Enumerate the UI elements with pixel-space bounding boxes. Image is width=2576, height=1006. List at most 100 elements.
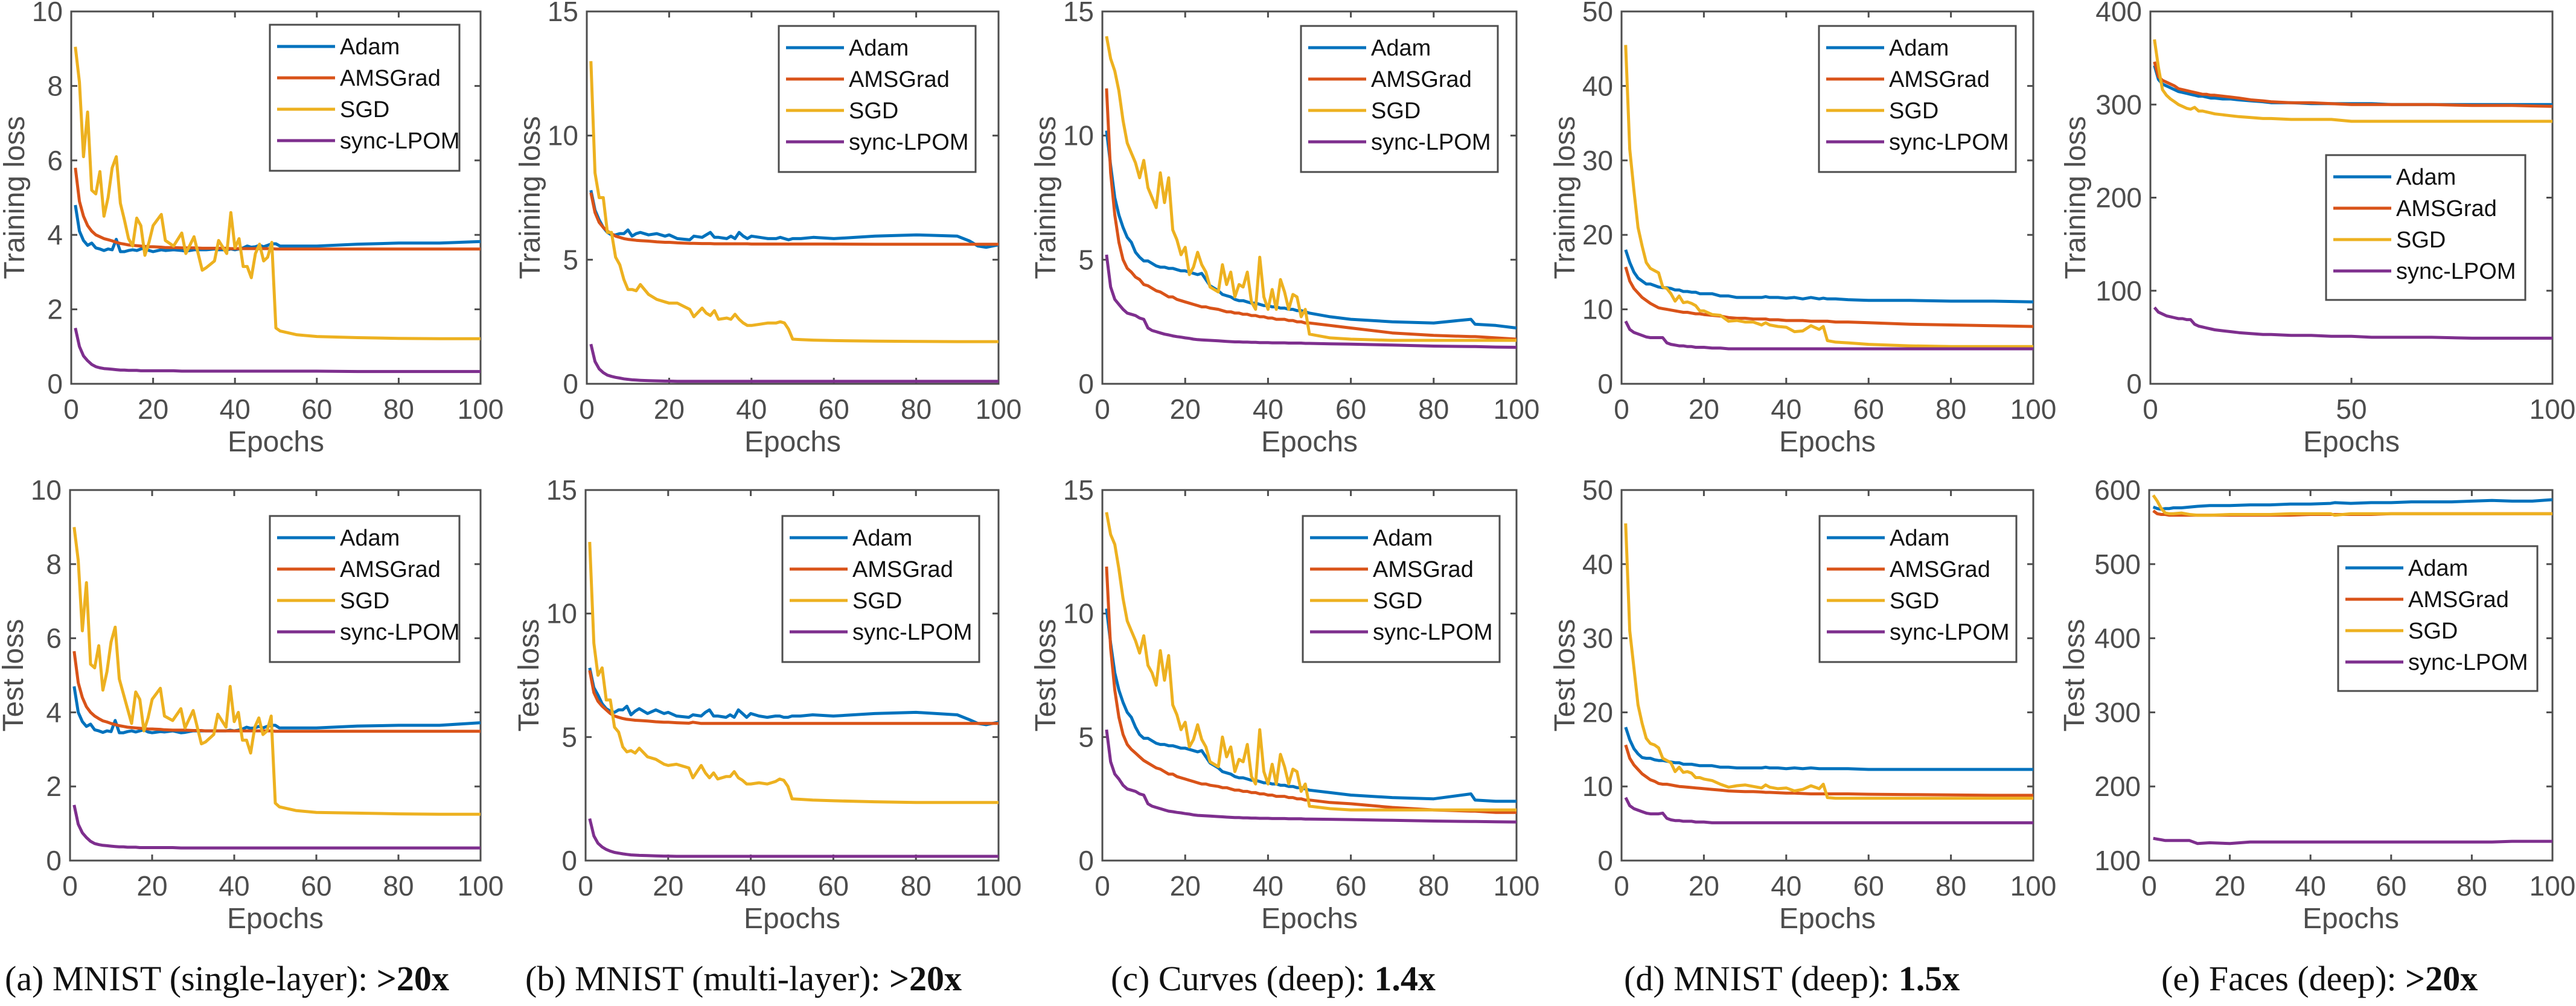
legend-label: Adam [1890, 526, 1949, 551]
y-axis-label: Training loss [2060, 116, 2092, 279]
x-tick-label: 40 [1771, 393, 1801, 425]
series-line-amsgrad [1105, 566, 1517, 814]
series-line-sgd [1105, 36, 1517, 342]
legend-label: Adam [2408, 556, 2468, 581]
legend-box [781, 515, 980, 663]
caption-e-text: (e) Faces (deep): [2161, 959, 2406, 998]
x-tick-label: 50 [2336, 393, 2367, 425]
legend-label: AMSGrad [1889, 67, 1990, 92]
series-line-sync-lpom [1105, 729, 1517, 824]
x-axis-label: Epochs [1261, 903, 1358, 935]
y-tick-label: 10 [32, 0, 63, 27]
y-tick-label: 8 [47, 70, 63, 101]
x-tick-label: 60 [818, 870, 849, 902]
legend: Adam AMSGrad SGD sync-LPOM [1302, 515, 1501, 663]
x-axis-label: Epochs [228, 426, 324, 458]
x-tick-label: 80 [1418, 870, 1449, 902]
y-tick-label: 15 [548, 0, 578, 27]
x-tick-label: 80 [2456, 870, 2487, 902]
legend-label: sync-LPOM [852, 620, 972, 645]
x-tick-label: 20 [2214, 870, 2245, 902]
y-axis-label: Test loss [1030, 619, 1062, 732]
legend-box [1818, 25, 2017, 173]
y-tick-label: 400 [2095, 0, 2142, 27]
caption-a-text: (a) MNIST (single-layer): [5, 959, 377, 998]
panel-c-train: 0 20 40 60 80 100 0 5 10 15 Epochs Training loss Ada… [1030, 0, 1539, 458]
series-line-sgd [1105, 512, 1517, 812]
y-tick-label: 5 [563, 244, 578, 275]
x-axis-label: Epochs [744, 426, 841, 458]
series-line-sgd [2152, 494, 2552, 517]
x-tick-label: 0 [1095, 393, 1110, 425]
legend-label: Adam [852, 526, 912, 551]
x-tick-label: 40 [735, 870, 766, 902]
legend-label: Adam [1889, 36, 1949, 61]
legend-label: sync-LPOM [1889, 130, 2009, 155]
legend-label: SGD [1889, 98, 1938, 124]
legend: Adam AMSGrad SGD sync-LPOM [781, 515, 980, 663]
x-tick-label: 20 [138, 393, 168, 425]
y-tick-label: 8 [46, 549, 62, 580]
legend-label: sync-LPOM [340, 129, 459, 154]
x-tick-label: 0 [2141, 870, 2157, 902]
y-tick-label: 10 [1582, 771, 1613, 802]
x-tick-label: 40 [736, 393, 767, 425]
series-line-sgd [588, 541, 999, 804]
y-tick-label: 600 [2094, 474, 2141, 506]
legend-label: Adam [340, 34, 400, 60]
panel-b-train: 0 20 40 60 80 100 0 5 10 15 Epochs Training loss Ada… [514, 0, 1021, 458]
y-axis-label: Test loss [0, 619, 30, 732]
legend-label: SGD [2396, 228, 2446, 253]
series-line-sgd [1624, 45, 2033, 348]
x-tick-label: 80 [901, 870, 932, 902]
x-tick-label: 100 [2530, 870, 2576, 902]
legend-label: SGD [852, 588, 902, 614]
legend-box [2325, 154, 2526, 301]
y-tick-label: 6 [47, 145, 63, 176]
y-tick-label: 300 [2095, 89, 2142, 120]
legend: Adam AMSGrad SGD sync-LPOM [1818, 515, 2018, 663]
series-line-amsgrad [1624, 266, 2034, 328]
x-tick-label: 60 [1853, 393, 1884, 425]
legend-label: sync-LPOM [1890, 620, 2009, 645]
caption-e-speedup: >20x [2405, 959, 2478, 998]
series-line-sync-lpom [1105, 254, 1517, 349]
plot-frame [1620, 10, 2034, 385]
caption-a: (a) MNIST (single-layer): >20x [5, 958, 449, 999]
legend-label: sync-LPOM [340, 620, 459, 645]
legend: Adam AMSGrad SGD sync-LPOM [269, 24, 461, 172]
legend-label: AMSGrad [340, 66, 441, 91]
x-tick-label: 100 [2530, 393, 2576, 425]
panel-e-train: 0 50 100 0 100 200 300 400 Epochs Training loss Ad… [2060, 0, 2575, 458]
x-tick-label: 80 [1418, 393, 1449, 425]
legend-label: AMSGrad [852, 557, 953, 582]
series-line-sgd [1624, 523, 2033, 800]
series-line-adam [589, 189, 999, 249]
y-tick-label: 5 [561, 721, 577, 753]
legend-label: Adam [1373, 526, 1433, 551]
series-line-sgd [589, 61, 999, 343]
legend: Adam AMSGrad SGD sync-LPOM [1818, 25, 2017, 173]
series-line-sgd [74, 46, 481, 340]
series-line-adam [2152, 498, 2553, 511]
panel-c-test: 0 20 40 60 80 100 0 5 10 15 Epochs Test loss Adam AMS… [1030, 474, 1539, 935]
series-line-amsgrad [589, 192, 999, 246]
x-tick-label: 40 [2295, 870, 2326, 902]
y-tick-label: 20 [1582, 219, 1613, 250]
legend-label: SGD [340, 588, 389, 614]
legend-label: Adam [340, 526, 400, 551]
y-tick-label: 0 [1078, 368, 1094, 400]
legend-label: AMSGrad [1890, 557, 1990, 582]
legend-label: SGD [1371, 98, 1421, 124]
series-line-amsgrad [2153, 61, 2553, 108]
x-tick-label: 60 [301, 393, 332, 425]
series-line-amsgrad [74, 167, 481, 251]
y-tick-label: 40 [1582, 70, 1613, 101]
legend-label: SGD [1373, 588, 1422, 614]
y-tick-label: 400 [2094, 623, 2141, 654]
y-tick-label: 10 [546, 598, 577, 629]
x-tick-label: 100 [2010, 870, 2057, 902]
x-axis-label: Epochs [227, 903, 324, 935]
y-tick-label: 20 [1582, 696, 1613, 728]
